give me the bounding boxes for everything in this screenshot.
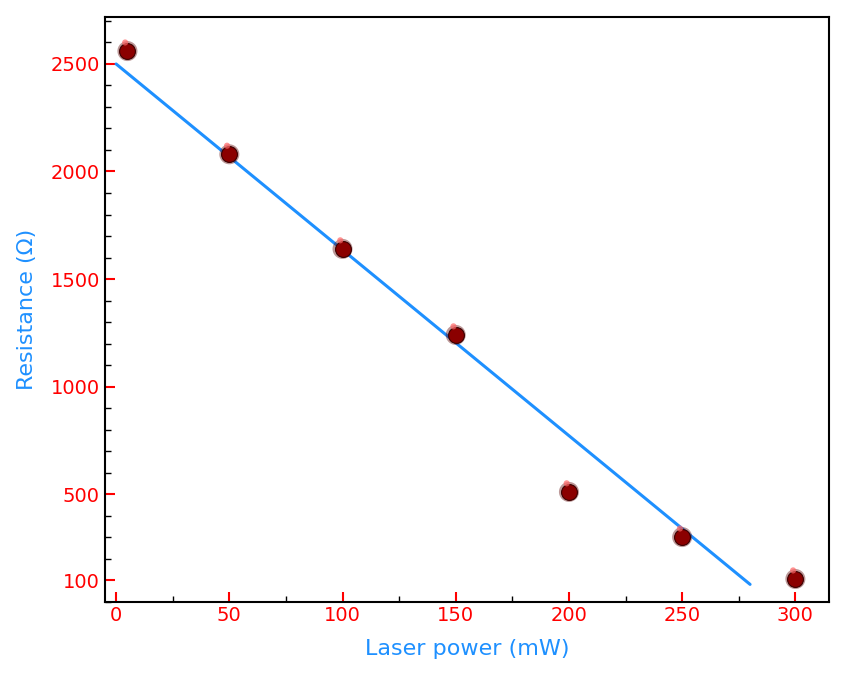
Point	[447, 321, 460, 332]
Point	[333, 235, 347, 245]
Point	[336, 243, 349, 254]
Point	[786, 565, 799, 576]
Point	[222, 149, 236, 160]
Point	[449, 329, 463, 340]
Point	[118, 37, 132, 48]
Point	[121, 46, 135, 57]
Y-axis label: Resistance (Ω): Resistance (Ω)	[17, 228, 36, 390]
Point	[449, 329, 463, 340]
Point	[788, 574, 802, 585]
Point	[788, 574, 802, 585]
Point	[560, 478, 574, 489]
Point	[675, 531, 689, 542]
Point	[563, 487, 576, 498]
Point	[222, 149, 236, 160]
Point	[675, 531, 689, 542]
Point	[121, 46, 135, 57]
X-axis label: Laser power (mW): Laser power (mW)	[365, 639, 569, 659]
Point	[673, 523, 687, 534]
Point	[220, 141, 233, 151]
Point	[336, 243, 349, 254]
Point	[563, 487, 576, 498]
